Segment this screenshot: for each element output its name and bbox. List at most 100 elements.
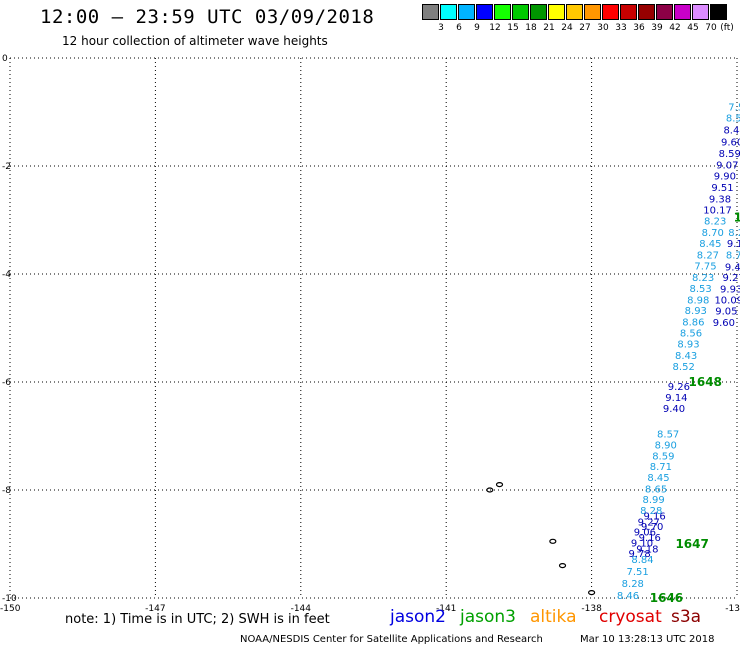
- wave-height-label: 8.46: [617, 591, 639, 602]
- wave-height-label: 7.58: [728, 103, 740, 114]
- wave-height-label: 9.38: [709, 194, 731, 205]
- scale-swatch: [602, 4, 619, 20]
- wave-height-label: 9.07: [716, 160, 738, 171]
- wave-height-label: 10.09: [714, 295, 740, 306]
- scale-swatch: [494, 4, 511, 20]
- scale-tick-label: 36: [633, 23, 645, 33]
- scale-tick-label: 24: [561, 23, 573, 33]
- scale-swatch: [584, 4, 601, 20]
- lat-tick-label: 0: [2, 54, 8, 64]
- island-outline: [549, 538, 557, 544]
- wave-height-label: 9.27: [722, 273, 740, 284]
- wave-height-label: 8.23: [692, 273, 714, 284]
- island-outline: [486, 487, 494, 493]
- lon-tick-label: -141: [436, 604, 456, 614]
- lon-tick-label: -150: [0, 604, 21, 614]
- wave-height-label: 9.70: [641, 522, 663, 533]
- wave-height-label: 8.59: [652, 451, 674, 462]
- scale-unit: (ft): [720, 23, 734, 33]
- wave-height-label: 8.53: [726, 113, 740, 124]
- lat-tick-label: -4: [2, 270, 11, 280]
- islands: [486, 482, 596, 596]
- wave-height-label: 9.06: [634, 528, 656, 539]
- wave-height-label: 8.86: [682, 318, 704, 329]
- island-outline: [587, 589, 596, 596]
- scale-swatch: [692, 4, 709, 20]
- wave-height-label: 8.28: [622, 579, 644, 590]
- scale-tick-label: 45: [687, 23, 699, 33]
- scale-tick-label: 30: [597, 23, 609, 33]
- wave-height-label: 8.57: [657, 429, 679, 440]
- scale-swatch: [458, 4, 475, 20]
- wave-height-label: 8.53: [690, 284, 712, 295]
- scale-swatch: [422, 4, 439, 20]
- scale-swatch: [512, 4, 529, 20]
- wave-height-label: 9.16: [639, 533, 661, 544]
- lon-tick-label: -147: [145, 604, 165, 614]
- scale-swatch: [656, 4, 673, 20]
- wave-height-label: 9.27: [638, 517, 660, 528]
- scale-swatch: [638, 4, 655, 20]
- scale-tick-label: 42: [669, 23, 681, 33]
- wave-height-label: 9.51: [711, 183, 733, 194]
- wave-height-label: 8.98: [687, 295, 709, 306]
- scale-tick-label: 27: [579, 23, 591, 33]
- wave-height-label: 8.84: [631, 555, 653, 566]
- wave-height-label: 8.25: [728, 228, 740, 239]
- wave-height-label: 8.59: [719, 149, 740, 160]
- lat-tick-label: -2: [2, 162, 11, 172]
- scale-swatch: [674, 4, 691, 20]
- pass-time-label: 1649: [734, 210, 740, 224]
- island-outline: [495, 482, 504, 488]
- map-title: 12:00 – 23:59 UTC 03/09/2018: [40, 6, 375, 28]
- wave-height-label: 8.93: [677, 340, 699, 351]
- wave-height-label: 8.45: [699, 239, 721, 250]
- wave-height-label: 9.40: [663, 404, 685, 415]
- wave-height-label: 9.90: [714, 172, 736, 183]
- wave-height-label: 10.17: [703, 206, 732, 217]
- wave-height-label: 8.44: [723, 125, 740, 136]
- pass-time-label: 1646: [650, 591, 683, 605]
- scale-tick-label: 33: [615, 23, 627, 33]
- axis-tick-labels: 0 -2 -4 -6 -8 -10-150 -147 -144 -141 -138 -13: [0, 54, 740, 614]
- wave-height-label: 8.65: [645, 484, 667, 495]
- wave-height-label: 9.60: [721, 138, 740, 149]
- scale-tick-label: 15: [507, 23, 519, 33]
- wave-height-label: 8.23: [704, 217, 726, 228]
- wave-height-label: 8.27: [697, 251, 719, 262]
- map-subtitle: 12 hour collection of altimeter wave hei…: [62, 34, 328, 48]
- wave-height-label: 8.28: [640, 506, 662, 517]
- wave-height-label: 8.99: [643, 495, 665, 506]
- scale-swatch: [566, 4, 583, 20]
- scale-tick-label: 12: [489, 23, 501, 33]
- lat-tick-label: -10: [2, 594, 17, 604]
- scale-tick-label: 70: [705, 23, 717, 33]
- scale-swatch: [548, 4, 565, 20]
- wave-height-label: 8.45: [647, 473, 669, 484]
- pass-time-label: 1648: [689, 375, 722, 389]
- lat-tick-label: -8: [2, 486, 11, 496]
- lon-tick-label: -138: [581, 604, 602, 614]
- scale-tick-label: 18: [525, 23, 537, 33]
- lat-tick-label: -6: [2, 378, 11, 388]
- wave-height-label: 9.16: [643, 511, 665, 522]
- wave-height-label: 9.05: [715, 307, 737, 318]
- wave-height-label: 8.70: [702, 228, 724, 239]
- wave-height-label: 9.60: [713, 318, 735, 329]
- wave-height-label: 8.71: [650, 462, 672, 473]
- wave-height-label: 7.51: [627, 567, 649, 578]
- wave-height-label: 7.75: [694, 261, 716, 272]
- scale-tick-label: 6: [456, 23, 462, 33]
- wave-height-label: 9.19: [727, 239, 740, 250]
- wave-height-label: 8.71: [726, 251, 740, 262]
- wave-height-label: 9.14: [665, 393, 687, 404]
- wave-height-label: 9.18: [636, 544, 658, 555]
- scale-tick-label: 21: [543, 23, 555, 33]
- wave-height-label: 9.78: [628, 549, 650, 560]
- wave-height-label: 9.26: [668, 382, 690, 393]
- wave-height-label: 8.56: [680, 328, 702, 339]
- scale-swatch: [440, 4, 457, 20]
- scale-tick-label: 39: [651, 23, 663, 33]
- wave-height-label: 8.93: [685, 306, 707, 317]
